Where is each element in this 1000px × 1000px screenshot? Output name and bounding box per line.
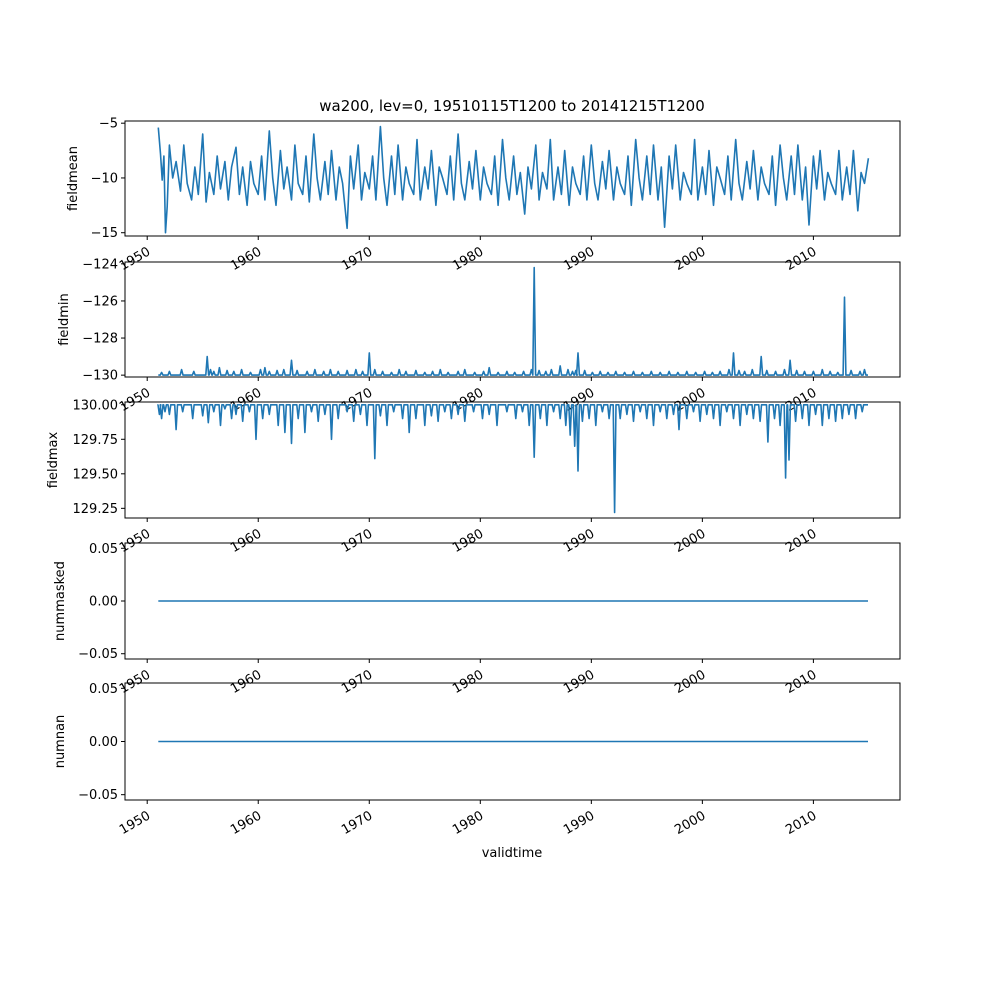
x-tick-label: 1980 [450,244,486,274]
y-tick-label: −130 [82,369,118,384]
y-tick-label: −10 [91,171,118,186]
x-tick-label: 1960 [228,667,264,697]
y-tick-label: −15 [91,226,118,241]
x-tick-label: 1950 [117,526,153,556]
y-tick-label: 0.00 [89,735,118,750]
y-tick-label: −128 [82,332,118,347]
x-tick-label: 1990 [561,526,597,556]
axes-frame [124,261,901,378]
x-tick-label: 1970 [339,385,375,415]
x-axis-label: validtime [482,846,543,861]
x-tick-label: 1960 [228,526,264,556]
y-axis-label: numnan [53,715,68,769]
x-tick-label: 1950 [117,808,153,838]
x-tick-label: 1980 [450,385,486,415]
x-tick-label: 1980 [450,526,486,556]
x-tick-label: 2010 [783,526,819,556]
series-line [157,125,870,234]
x-tick-label: 1970 [339,526,375,556]
y-tick-label: 129.25 [73,502,119,517]
x-tick-label: 2010 [783,244,819,274]
y-axis-label: fieldmean [66,146,81,211]
y-tick-label: −126 [82,294,118,309]
axes-frame [124,120,901,237]
chart-title: wa200, lev=0, 19510115T1200 to 20141215T… [319,97,705,115]
y-tick-label: 129.75 [73,433,119,448]
x-tick-label: 1990 [561,667,597,697]
y-tick-label: −5 [99,117,118,132]
y-tick-label: −0.05 [78,647,118,662]
y-tick-label: 0.05 [89,682,118,697]
y-tick-label: 0.05 [89,542,118,557]
subplot-fieldmin: −124 −126 −128 −130 fieldmin 1950 1960 1970 1980… [57,257,901,415]
x-tick-label: 1990 [561,244,597,274]
subplot-fieldmean: −5 −10 −15 fieldmean 1950 1960 1970 1980 1990 200… [66,117,901,274]
x-tick-label: 1950 [117,244,153,274]
subplot-numnan: 0.05 0.00 −0.05 numnan 1950 1960 1970 1980 1990 2… [53,682,901,838]
x-tick-label: 1950 [117,385,153,415]
x-tick-label: 1950 [117,667,153,697]
axes-frame [124,401,901,519]
y-axis-label: nummasked [53,561,68,641]
y-tick-label: 129.50 [73,467,119,482]
x-tick-label: 1970 [339,667,375,697]
x-tick-label: 2010 [783,667,819,697]
x-tick-label: 2000 [672,526,708,556]
x-tick-label: 1970 [339,808,375,838]
x-tick-label: 2010 [783,808,819,838]
subplot-nummasked: 0.05 0.00 −0.05 nummasked 1950 1960 1970 1980 19… [53,542,901,697]
y-axis-label: fieldmax [46,432,61,489]
y-tick-label: −124 [82,257,118,272]
x-tick-label: 1960 [228,244,264,274]
x-tick-label: 1980 [450,808,486,838]
y-tick-label: 0.00 [89,595,118,610]
y-tick-label: −0.05 [78,788,118,803]
x-tick-label: 1960 [228,808,264,838]
series-line [157,403,868,514]
y-axis-label: fieldmin [57,293,72,346]
y-tick-label: 130.00 [73,398,119,413]
x-tick-label: 2000 [672,667,708,697]
x-tick-label: 1970 [339,244,375,274]
x-tick-label: 2000 [672,244,708,274]
x-tick-label: 2000 [672,808,708,838]
x-tick-label: 1980 [450,667,486,697]
series-line [158,266,868,376]
subplot-fieldmax: 130.00 129.75 129.50 129.25 fieldmax 1950 1960… [46,398,901,556]
x-tick-label: 1990 [561,808,597,838]
x-tick-label: 1960 [228,385,264,415]
